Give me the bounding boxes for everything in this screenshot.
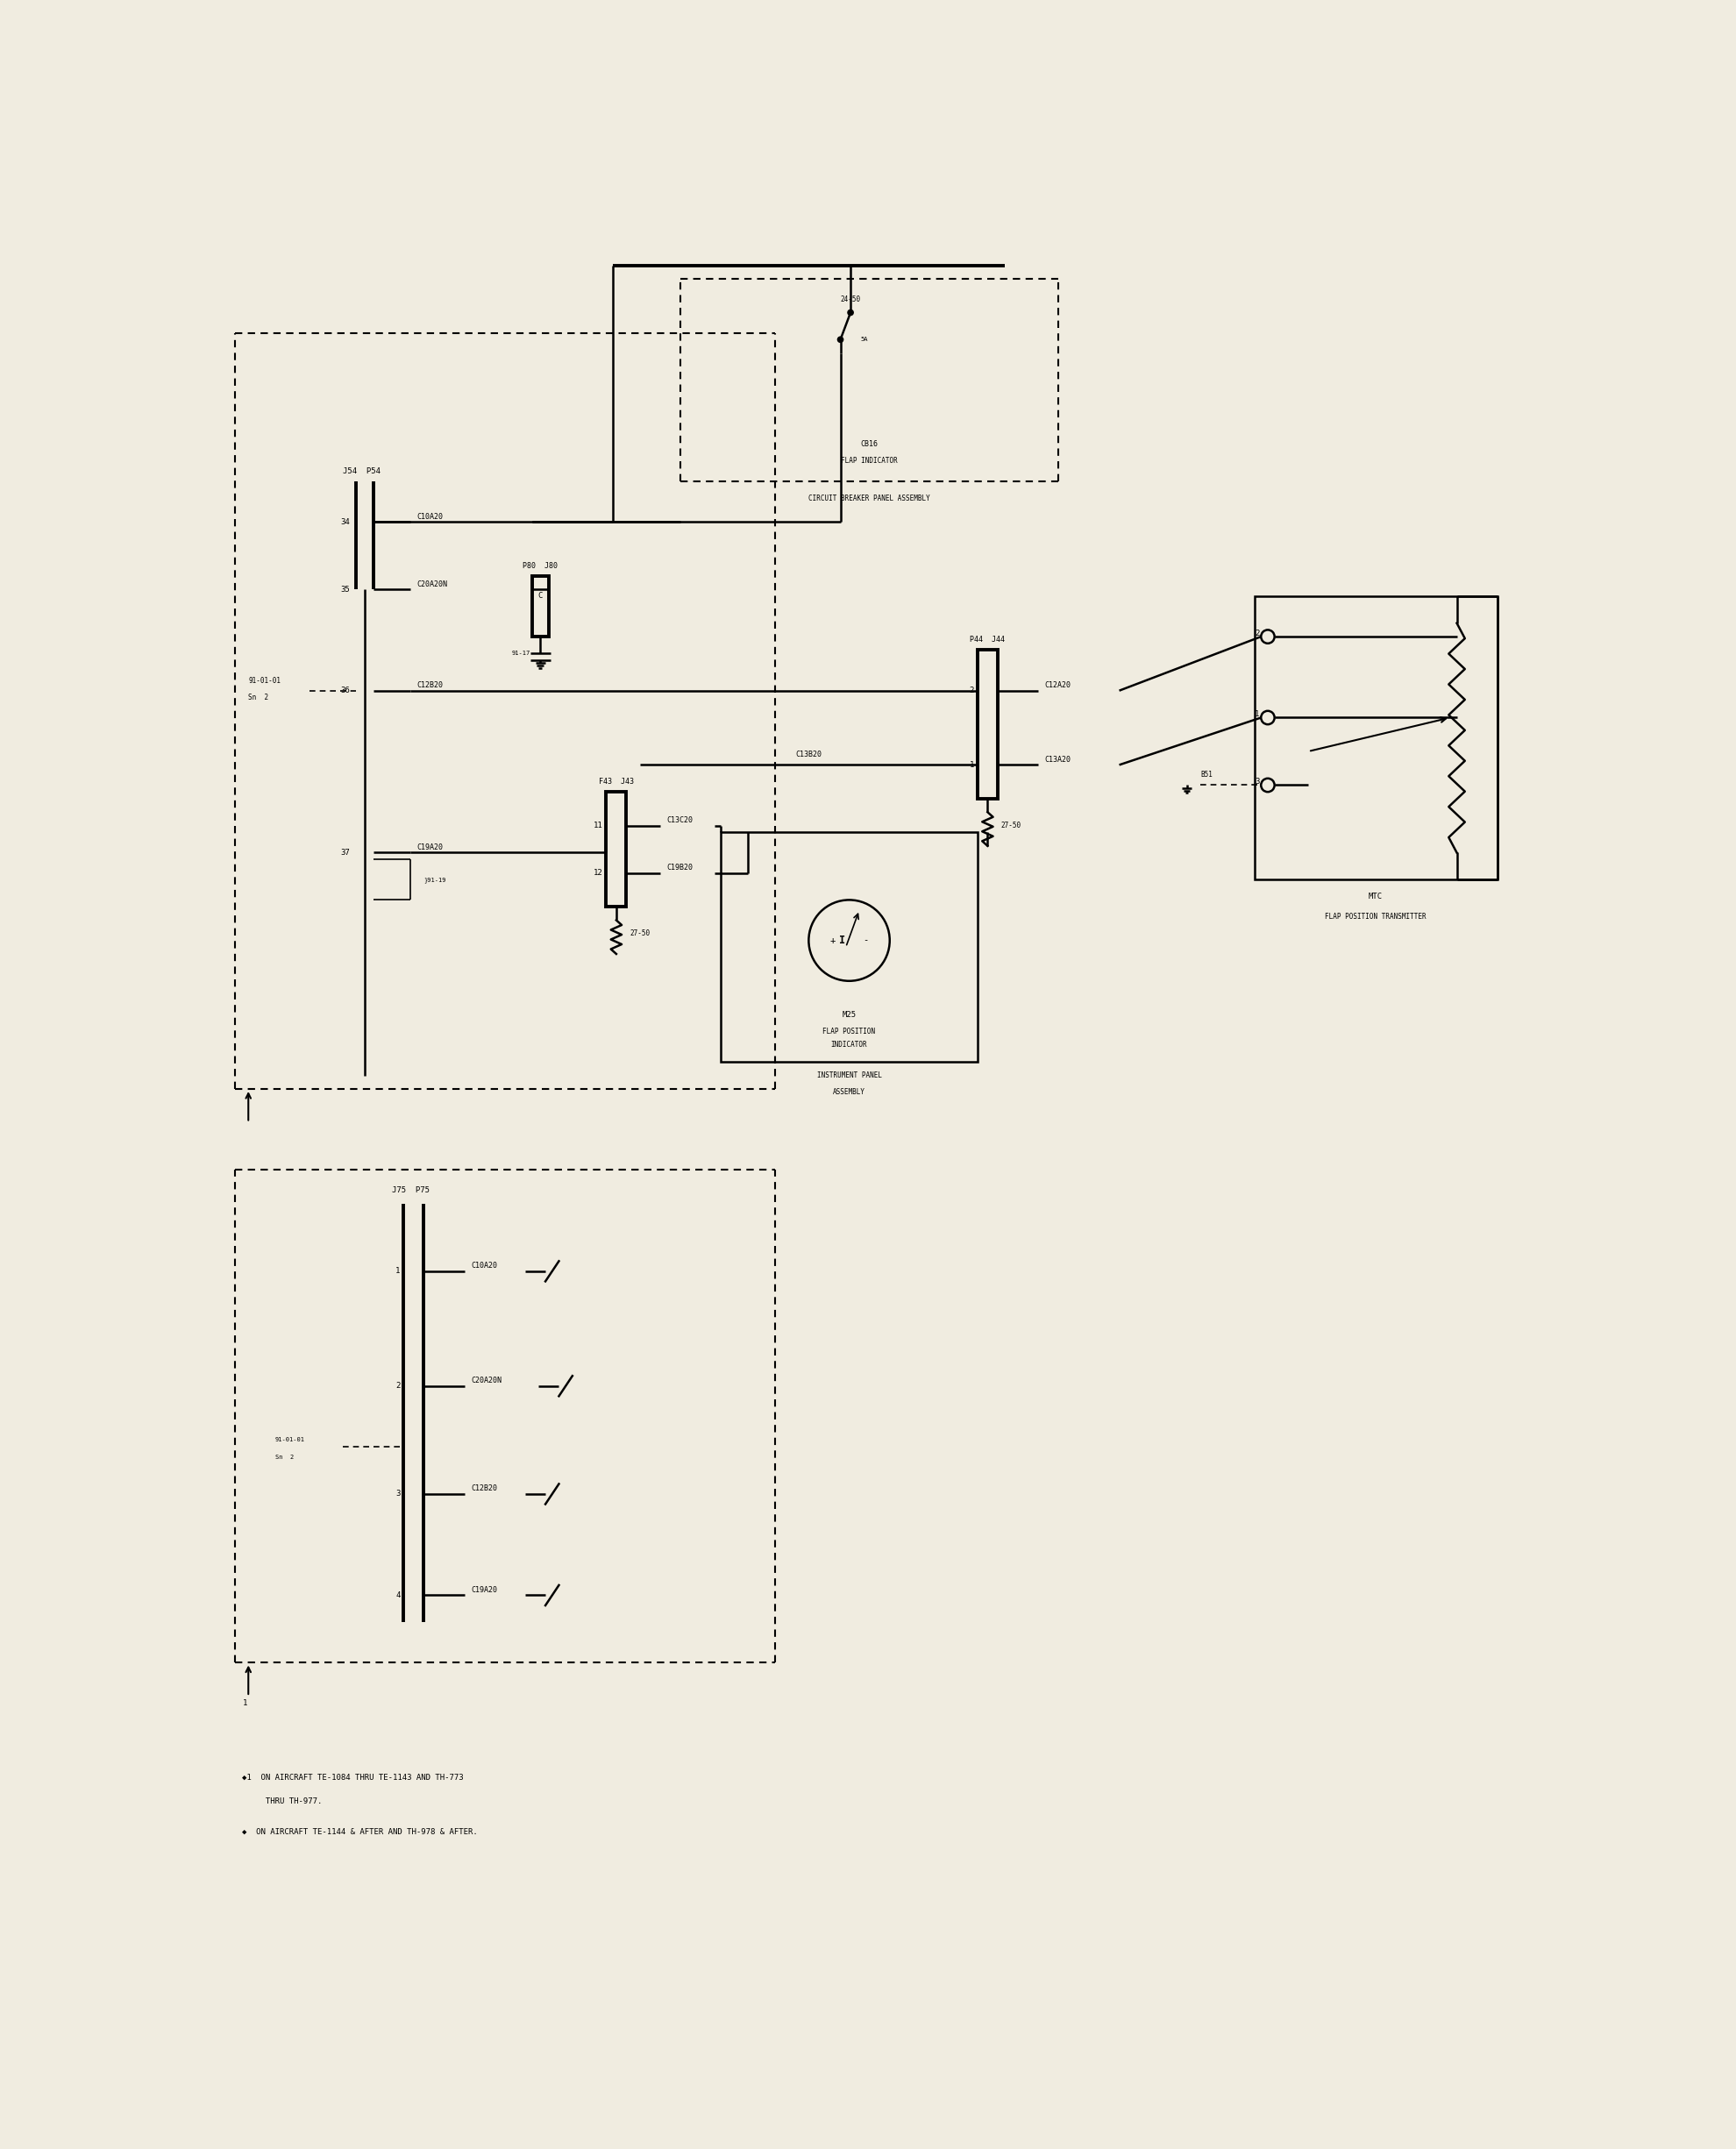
Text: INDICATOR: INDICATOR — [832, 1040, 868, 1049]
Text: 27-50: 27-50 — [1002, 821, 1021, 830]
Text: CIRCUIT BREAKER PANEL ASSEMBLY: CIRCUIT BREAKER PANEL ASSEMBLY — [809, 494, 930, 503]
Text: C19B20: C19B20 — [667, 864, 693, 872]
Bar — [977, 651, 998, 799]
Text: 1: 1 — [969, 761, 974, 769]
Text: Sn  2: Sn 2 — [276, 1455, 293, 1459]
Bar — [720, 832, 977, 1062]
Text: FLAP INDICATOR: FLAP INDICATOR — [840, 458, 898, 464]
Text: C10A20: C10A20 — [470, 1261, 498, 1270]
Text: INSTRUMENT PANEL: INSTRUMENT PANEL — [816, 1072, 882, 1079]
Text: 2: 2 — [396, 1382, 401, 1390]
Text: ◆  ON AIRCRAFT TE-1144 & AFTER AND TH-978 & AFTER.: ◆ ON AIRCRAFT TE-1144 & AFTER AND TH-978… — [241, 1827, 477, 1835]
Text: Sn  2: Sn 2 — [248, 694, 269, 701]
Text: FLAP POSITION TRANSMITTER: FLAP POSITION TRANSMITTER — [1325, 913, 1427, 920]
Text: C13B20: C13B20 — [795, 750, 821, 759]
Bar — [606, 791, 627, 907]
Text: 2: 2 — [1255, 630, 1260, 638]
Text: C13C20: C13C20 — [667, 817, 693, 825]
Text: 24-50: 24-50 — [840, 294, 861, 303]
Text: I: I — [838, 935, 845, 946]
Text: J75  P75: J75 P75 — [392, 1186, 429, 1195]
Text: 27-50: 27-50 — [630, 931, 649, 937]
Text: 4: 4 — [396, 1592, 401, 1599]
Text: M25: M25 — [842, 1010, 856, 1019]
Text: 1: 1 — [1255, 711, 1260, 718]
Text: ◆1  ON AIRCRAFT TE-1084 THRU TE-1143 AND TH-773: ◆1 ON AIRCRAFT TE-1084 THRU TE-1143 AND … — [241, 1773, 464, 1782]
Text: 2: 2 — [969, 688, 974, 694]
Text: CB16: CB16 — [861, 441, 878, 449]
Circle shape — [847, 309, 854, 316]
Text: C20A20N: C20A20N — [417, 580, 448, 589]
Text: THRU TH-977.: THRU TH-977. — [241, 1797, 321, 1805]
Text: F43  J43: F43 J43 — [599, 778, 634, 787]
Text: MTC: MTC — [1368, 892, 1384, 900]
Text: C12B20: C12B20 — [417, 681, 443, 690]
Text: C12B20: C12B20 — [470, 1485, 498, 1494]
Text: B51: B51 — [1200, 771, 1212, 778]
Bar — [531, 576, 549, 636]
Text: +: + — [830, 937, 835, 946]
Text: 37: 37 — [340, 849, 349, 857]
Text: }91-19: }91-19 — [424, 877, 446, 883]
Text: P80  J80: P80 J80 — [523, 561, 557, 569]
Text: 36: 36 — [340, 688, 349, 694]
Text: C20A20N: C20A20N — [470, 1378, 502, 1384]
Text: C19A20: C19A20 — [470, 1586, 498, 1595]
Circle shape — [837, 335, 844, 344]
Text: P44  J44: P44 J44 — [970, 636, 1005, 645]
Text: ASSEMBLY: ASSEMBLY — [833, 1087, 866, 1096]
Text: 35: 35 — [340, 585, 349, 593]
Text: 3: 3 — [1255, 778, 1260, 787]
Text: 5A: 5A — [861, 337, 868, 342]
Text: C19A20: C19A20 — [417, 842, 443, 851]
Text: 1: 1 — [243, 1700, 247, 1706]
Text: -: - — [863, 937, 868, 946]
Text: 3: 3 — [396, 1489, 401, 1498]
Text: 91-17: 91-17 — [512, 651, 529, 655]
Text: J54  P54: J54 P54 — [344, 466, 380, 475]
Text: C: C — [538, 593, 543, 600]
Bar — [1255, 595, 1498, 879]
Text: C12A20: C12A20 — [1045, 681, 1071, 690]
Text: 91-01-01: 91-01-01 — [248, 677, 281, 683]
Text: 91-01-01: 91-01-01 — [276, 1438, 306, 1442]
Text: 11: 11 — [594, 821, 602, 830]
Text: C10A20: C10A20 — [417, 511, 443, 520]
Text: 34: 34 — [340, 518, 349, 527]
Text: 1: 1 — [396, 1268, 401, 1274]
Text: 12: 12 — [594, 868, 602, 877]
Text: C13A20: C13A20 — [1045, 756, 1071, 763]
Text: FLAP POSITION: FLAP POSITION — [823, 1027, 875, 1036]
